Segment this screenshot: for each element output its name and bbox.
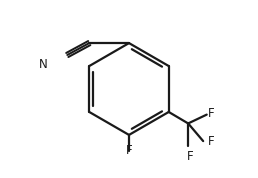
Text: N: N bbox=[39, 58, 47, 71]
Text: F: F bbox=[126, 144, 132, 157]
Text: F: F bbox=[187, 150, 193, 163]
Text: F: F bbox=[208, 135, 214, 148]
Text: F: F bbox=[208, 107, 214, 120]
